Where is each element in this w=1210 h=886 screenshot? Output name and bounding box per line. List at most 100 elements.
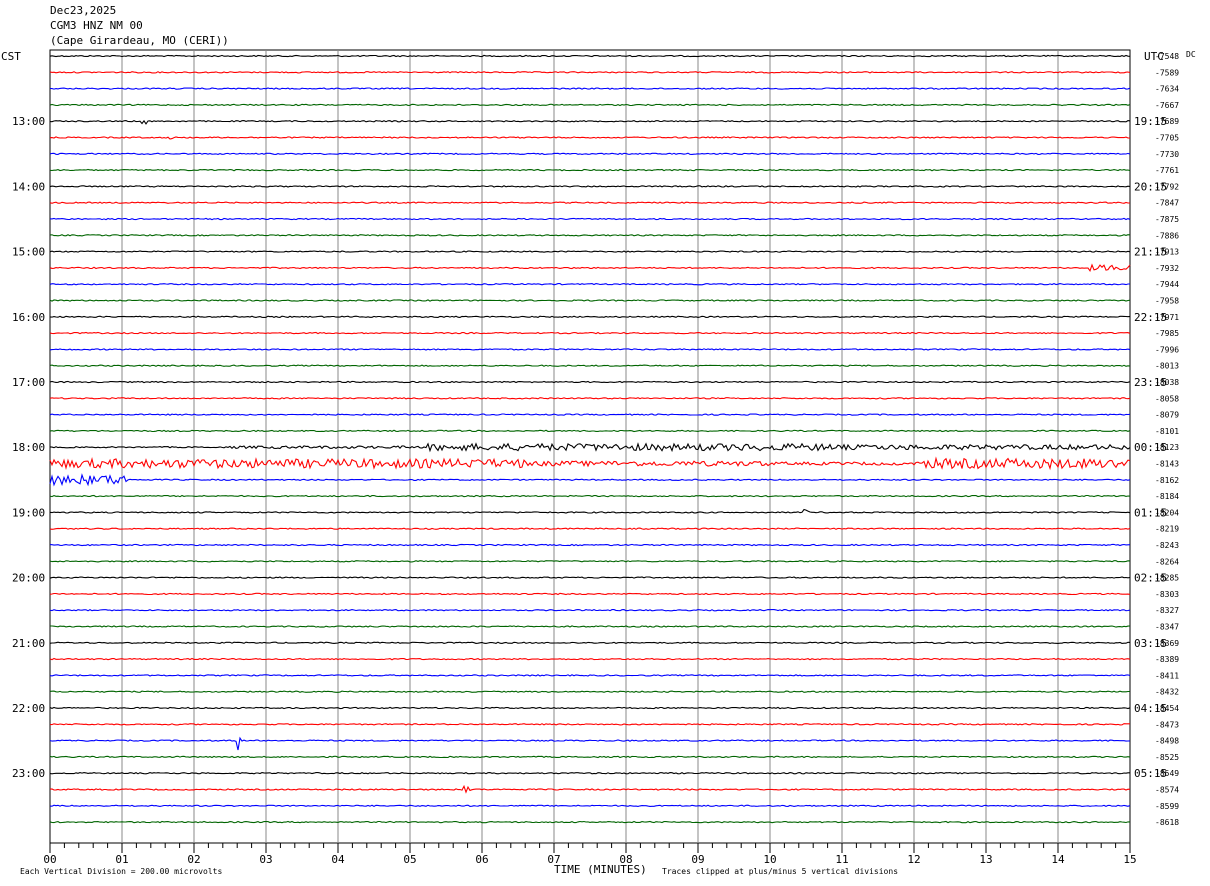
dc-offset-label: -7944 — [1155, 280, 1179, 289]
dc-offset-label: -7548 — [1155, 52, 1179, 61]
dc-offset-label: -8525 — [1155, 753, 1179, 762]
left-hour-label: 18:00 — [12, 441, 45, 454]
dc-offset-label: -8038 — [1155, 378, 1179, 387]
seismic-trace — [49, 784, 1131, 794]
right-hour-label: 23:15 — [1134, 376, 1167, 389]
seismic-trace — [49, 641, 1131, 645]
dc-offset-label: -8618 — [1155, 818, 1179, 827]
dc-offset-label: -8473 — [1155, 720, 1179, 729]
seismic-trace — [49, 456, 1131, 471]
dc-offset-label: -8549 — [1155, 769, 1179, 778]
seismic-trace — [49, 136, 1130, 140]
dc-offset-label: -8432 — [1155, 688, 1179, 697]
left-hour-label: 23:00 — [12, 767, 45, 780]
seismic-trace — [49, 706, 1131, 710]
right-hour-label: 19:15 — [1134, 115, 1167, 128]
dc-offset-label: -8411 — [1155, 671, 1179, 680]
dc-offset-label: -7792 — [1155, 182, 1179, 191]
seismic-trace — [49, 348, 1131, 351]
header-station: CGM3 HNZ NM 00 — [50, 19, 143, 32]
dc-offset-label: -7730 — [1155, 150, 1179, 159]
dc-offset-label: -8243 — [1155, 541, 1179, 550]
dc-column-label: DC — [1186, 50, 1196, 59]
seismic-trace — [49, 263, 1131, 272]
left-hour-label: 19:00 — [12, 506, 45, 519]
seismic-trace — [49, 543, 1131, 547]
seismic-trace — [49, 527, 1131, 530]
dc-offset-label: -7932 — [1155, 264, 1179, 273]
seismic-trace — [49, 185, 1131, 188]
seismic-trace — [49, 201, 1130, 204]
dc-offset-label: -7761 — [1155, 166, 1179, 175]
seismic-trace — [49, 119, 1131, 125]
x-tick-label: 08 — [619, 853, 632, 866]
left-hour-label: 13:00 — [12, 115, 45, 128]
seismic-trace — [49, 592, 1131, 596]
seismic-trace — [49, 494, 1131, 498]
x-tick-label: 07 — [547, 853, 560, 866]
seismic-trace — [49, 282, 1130, 286]
seismic-trace — [49, 723, 1130, 726]
seismic-trace — [49, 217, 1131, 221]
seismic-trace — [49, 508, 1131, 514]
left-hour-label: 22:00 — [12, 702, 45, 715]
dc-offset-label: -8058 — [1155, 394, 1179, 403]
dc-offset-label: -8013 — [1155, 362, 1179, 371]
dc-offset-label: -7958 — [1155, 297, 1179, 306]
x-tick-label: 10 — [763, 853, 776, 866]
right-hour-label: 03:15 — [1134, 637, 1167, 650]
left-timezone-label: CST — [1, 50, 21, 63]
dc-offset-label: -8101 — [1155, 427, 1179, 436]
left-hour-label: 14:00 — [12, 180, 45, 193]
seismic-trace — [49, 168, 1131, 172]
dc-offset-label: -8303 — [1155, 590, 1179, 599]
dc-offset-label: -8204 — [1155, 508, 1179, 517]
dc-offset-label: -8184 — [1155, 492, 1179, 501]
dc-offset-label: -8285 — [1155, 574, 1179, 583]
seismic-trace — [49, 576, 1131, 579]
left-hour-label: 15:00 — [12, 246, 45, 259]
right-hour-label: 22:15 — [1134, 311, 1167, 324]
x-tick-label: 01 — [115, 853, 128, 866]
right-hour-label: 20:15 — [1134, 180, 1167, 193]
dc-offset-label: -7634 — [1155, 85, 1179, 94]
seismic-trace — [49, 560, 1131, 563]
seismic-trace — [49, 71, 1131, 74]
seismic-trace — [49, 397, 1131, 400]
seismic-trace — [49, 250, 1131, 253]
right-hour-label: 05:15 — [1134, 767, 1167, 780]
dc-offset-label: -8123 — [1155, 443, 1179, 452]
x-tick-label: 11 — [835, 853, 848, 866]
dc-offset-label: -7847 — [1155, 199, 1179, 208]
x-tick-label: 00 — [43, 853, 56, 866]
x-tick-label: 04 — [331, 853, 345, 866]
seismic-trace — [49, 103, 1131, 107]
left-hour-label: 20:00 — [12, 572, 45, 585]
dc-offset-label: -8498 — [1155, 737, 1179, 746]
seismic-trace — [49, 54, 1131, 58]
seismic-trace — [49, 413, 1131, 416]
dc-offset-label: -8454 — [1155, 704, 1179, 713]
dc-offset-label: -8264 — [1155, 557, 1179, 566]
dc-offset-label: -7971 — [1155, 313, 1179, 322]
header-location: (Cape Girardeau, MO (CERI)) — [50, 34, 229, 47]
x-tick-label: 12 — [907, 853, 920, 866]
seismic-trace — [50, 625, 1131, 628]
dc-offset-label: -7589 — [1155, 68, 1179, 77]
x-tick-label: 09 — [691, 853, 704, 866]
x-tick-label: 14 — [1051, 853, 1065, 866]
seismic-trace — [49, 87, 1131, 90]
dc-offset-label: -7996 — [1155, 345, 1179, 354]
header-date: Dec23,2025 — [50, 4, 117, 17]
seismic-trace — [49, 657, 1131, 661]
seismic-trace — [49, 234, 1131, 237]
dc-offset-label: -7705 — [1155, 134, 1179, 143]
x-tick-label: 03 — [259, 853, 272, 866]
dc-offset-label: -8219 — [1155, 525, 1179, 534]
dc-offset-label: -7689 — [1155, 117, 1179, 126]
left-hour-label: 17:00 — [12, 376, 45, 389]
seismic-trace — [49, 820, 1130, 824]
seismic-trace — [49, 771, 1130, 775]
right-hour-label: 02:15 — [1134, 572, 1167, 585]
seismic-trace — [49, 473, 1131, 487]
